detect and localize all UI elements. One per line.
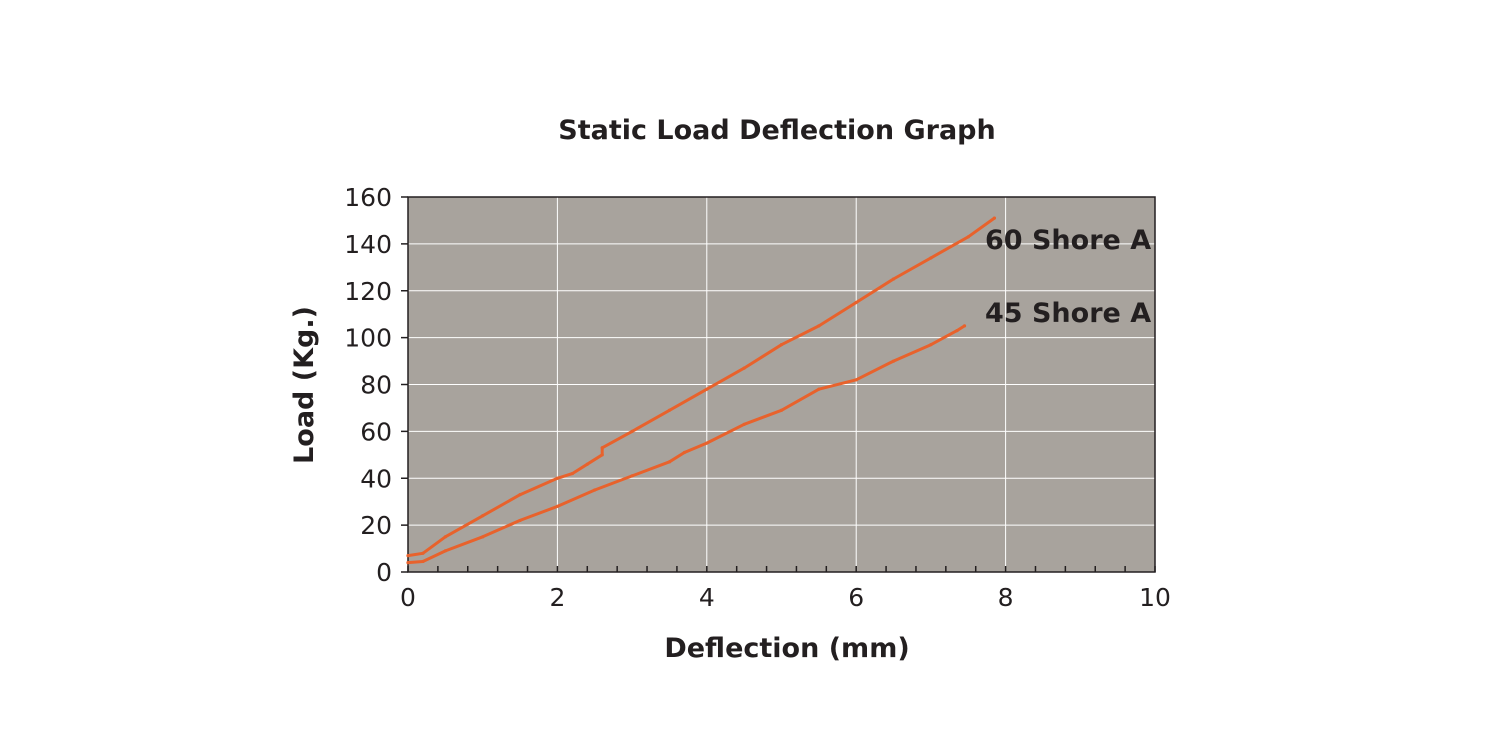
data-point [891, 277, 896, 281]
data-point [593, 488, 597, 492]
data-point [682, 450, 686, 455]
data-point [929, 343, 933, 347]
y-tick-label: 60 [360, 417, 392, 446]
data-point [992, 216, 996, 220]
y-tick-label: 140 [344, 230, 392, 259]
y-axis-title: Load (Kg.) [289, 306, 320, 464]
data-point [705, 441, 709, 445]
data-point [854, 378, 858, 382]
data-point [518, 493, 522, 497]
y-tick-label: 20 [360, 511, 392, 540]
data-point [630, 429, 634, 433]
x-tick-label: 10 [1139, 583, 1171, 612]
data-point [443, 535, 447, 539]
series-group: 60 Shore A 45 Shore A [406, 216, 1151, 565]
data-point [481, 514, 485, 518]
data-point [955, 328, 959, 333]
data-point [705, 387, 709, 391]
data-point [555, 476, 560, 480]
data-point [630, 474, 634, 478]
data-point [421, 551, 425, 555]
series-label: 45 Shore A [985, 298, 1151, 329]
data-point [742, 366, 746, 370]
data-point [585, 462, 589, 466]
data-point [600, 453, 604, 457]
data-point [962, 324, 967, 328]
y-tick-label: 0 [376, 558, 392, 587]
data-point [779, 408, 784, 412]
data-point [817, 324, 821, 328]
y-tick-label: 160 [344, 183, 392, 212]
y-tick-label: 80 [360, 371, 392, 400]
data-point [667, 408, 672, 412]
data-point [600, 446, 604, 450]
chart-title: Static Load Deflection Graph [558, 115, 995, 146]
data-point [555, 504, 560, 508]
data-point [779, 343, 784, 347]
data-point [929, 256, 933, 260]
y-tick-label: 120 [344, 277, 392, 306]
data-point [966, 235, 970, 239]
data-point [570, 471, 574, 476]
data-point [406, 561, 410, 565]
x-tick-label: 8 [998, 583, 1014, 612]
y-tick-label: 100 [344, 324, 392, 353]
data-point [667, 460, 672, 464]
x-tick-label: 0 [400, 583, 416, 612]
x-tick-label: 6 [848, 583, 864, 612]
data-point [817, 387, 821, 391]
series-label: 60 Shore A [985, 225, 1151, 256]
x-tick-label: 4 [699, 583, 715, 612]
data-point [421, 559, 425, 564]
data-point [406, 553, 410, 558]
data-point [742, 422, 746, 426]
grid [408, 197, 1155, 572]
data-point [481, 535, 485, 539]
data-point [443, 549, 447, 553]
data-point [518, 518, 522, 523]
data-point [891, 359, 896, 363]
x-tick-label: 2 [549, 583, 565, 612]
y-tick-label: 40 [360, 464, 392, 493]
x-axis-title: Deflection (mm) [664, 633, 909, 664]
data-point [854, 300, 858, 305]
